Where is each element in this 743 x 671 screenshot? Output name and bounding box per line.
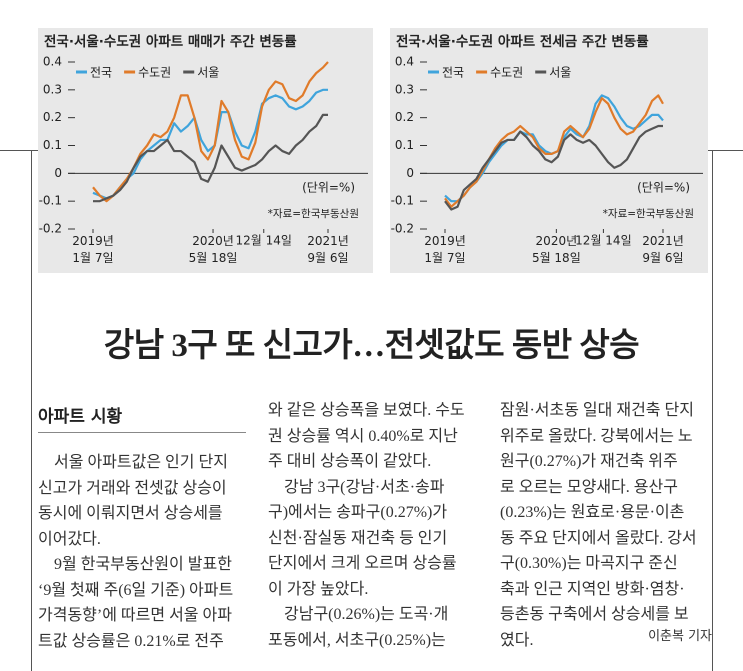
- text-line: 이어갔다.: [38, 530, 101, 548]
- text-line: 였다.: [500, 631, 534, 649]
- x-tick-label: 2020년 5월 18일: [532, 234, 581, 265]
- x-tick-label: 2021년 9월 6일: [307, 234, 349, 265]
- y-tick-label: 0.4: [43, 55, 62, 69]
- frame-rule: [31, 150, 32, 671]
- text-line: 축과 인근 지역인 방화·염창·: [500, 580, 685, 598]
- legend-label: 수도권: [490, 66, 523, 80]
- text-line: 강남구(0.26%)는 도곡·개: [284, 606, 449, 623]
- legend-label: 수도권: [138, 66, 171, 80]
- text-line: 등촌동 구축에서 상승세를 보: [500, 606, 689, 623]
- unit-note: (단위=%): [637, 181, 690, 195]
- legend-label: 서울: [197, 66, 219, 80]
- text-line: (0.23%)는 원효로·용문·이촌: [500, 504, 685, 521]
- headline: 강남 3구 또 신고가…전셋값도 동반 상승: [103, 328, 640, 364]
- x-tick-label: 12월 14일: [575, 234, 631, 248]
- x-tick-label: 2019년 1월 7일: [72, 234, 114, 265]
- series-line: [444, 94, 664, 203]
- y-tick-label: 0.2: [395, 110, 414, 124]
- text-line: 가격동향’에 따르면 서울 아파: [38, 607, 232, 624]
- source-note: *자료=한국부동산원: [603, 208, 694, 220]
- chart-title: 전국·서울·수도권 아파트 전세금 주간 변동률: [396, 33, 649, 50]
- y-tick-label: 0.1: [43, 138, 62, 152]
- text-line: 9월 한국부동산원이 발표한: [54, 556, 232, 573]
- text-line: 동 주요 단지에서 올랐다. 강서: [500, 529, 697, 547]
- series-line: [444, 124, 663, 211]
- x-tick-label: 2020년 5월 18일: [189, 234, 238, 265]
- y-tick-label: 0.2: [43, 110, 62, 124]
- x-tick-label: 2021년 9월 6일: [642, 234, 684, 265]
- text-line: 주 대비 상승폭이 같았다.: [268, 453, 432, 470]
- text-line: 신고가 거래와 전셋값 상승이: [38, 479, 227, 497]
- text-line: 로 오르는 모양새다. 용산구: [500, 478, 678, 496]
- text-line: ‘9월 첫째 주(6일 기준) 아파트: [38, 581, 234, 599]
- byline: 이춘복 기자: [648, 629, 712, 644]
- section-rule: [38, 432, 246, 433]
- series-line: [444, 94, 664, 208]
- text-line: 구(0.30%)는 마곡지구 준신: [500, 555, 678, 572]
- legend-label: 서울: [549, 66, 571, 80]
- series-line: [92, 88, 328, 200]
- sale-chart: 전국·서울·수도권 아파트 매매가 주간 변동률 -0.2 -0.1 0 0.1 0.2 0…: [38, 28, 373, 273]
- y-tick-label: 0.3: [395, 82, 414, 96]
- y-tick-label: 0.1: [395, 138, 414, 152]
- frame-rule: [708, 150, 743, 151]
- text-line: 구)에서는 송파구(0.27%)가: [268, 504, 448, 521]
- y-tick-label: -0.2: [39, 222, 62, 236]
- text-line: 강남 3구(강남·서초·송파: [284, 478, 445, 496]
- unit-note: (단위=%): [302, 181, 355, 195]
- frame-rule: [712, 150, 713, 671]
- text-line: 트값 상승률은 0.21%로 전주: [38, 632, 224, 650]
- legend-label: 전국: [442, 66, 464, 80]
- text-line: 위주로 올랐다. 강북에서는 노: [500, 427, 693, 445]
- text-line: 잠원·서초동 일대 재건축 단지: [500, 402, 694, 419]
- text-line: 단지에서 크게 오르며 상승률: [268, 555, 457, 572]
- text-line: 이 가장 높았다.: [268, 580, 369, 598]
- y-tick-label: -0.2: [391, 222, 414, 236]
- text-line: 권 상승률 역시 0.40%로 지난: [268, 427, 458, 445]
- text-line: 서울 아파트값은 인기 단지: [54, 454, 228, 471]
- text-line: 신천·잠실동 재건축 등 인기: [268, 529, 448, 547]
- frame-rule: [0, 150, 38, 151]
- y-tick-label: 0: [54, 166, 62, 180]
- section-label: 아파트 시황: [38, 407, 123, 427]
- text-line: 원구(0.27%)가 재건축 위주: [500, 453, 678, 470]
- text-line: 포동에서, 서초구(0.25%)는: [268, 631, 446, 649]
- text-line: 동시에 이뤄지면서 상승세를: [38, 505, 223, 522]
- y-tick-label: -0.1: [39, 194, 62, 208]
- text-line: 와 같은 상승폭을 보였다. 수도: [268, 402, 465, 419]
- source-note: *자료=한국부동산원: [268, 208, 359, 220]
- x-tick-label: 12월 14일: [236, 234, 292, 248]
- y-tick-label: 0.4: [395, 55, 414, 69]
- jeonse-chart: 전국·서울·수도권 아파트 전세금 주간 변동률 -0.2 -0.1 0 0.1 0.2 0…: [390, 28, 708, 273]
- legend-label: 전국: [90, 66, 112, 80]
- y-tick-label: -0.1: [391, 194, 414, 208]
- series-line: [93, 113, 328, 203]
- chart-title: 전국·서울·수도권 아파트 매매가 주간 변동률: [44, 33, 297, 50]
- x-tick-label: 2019년 1월 7일: [424, 234, 466, 265]
- y-tick-label: 0.3: [43, 82, 62, 96]
- y-tick-label: 0: [406, 166, 414, 180]
